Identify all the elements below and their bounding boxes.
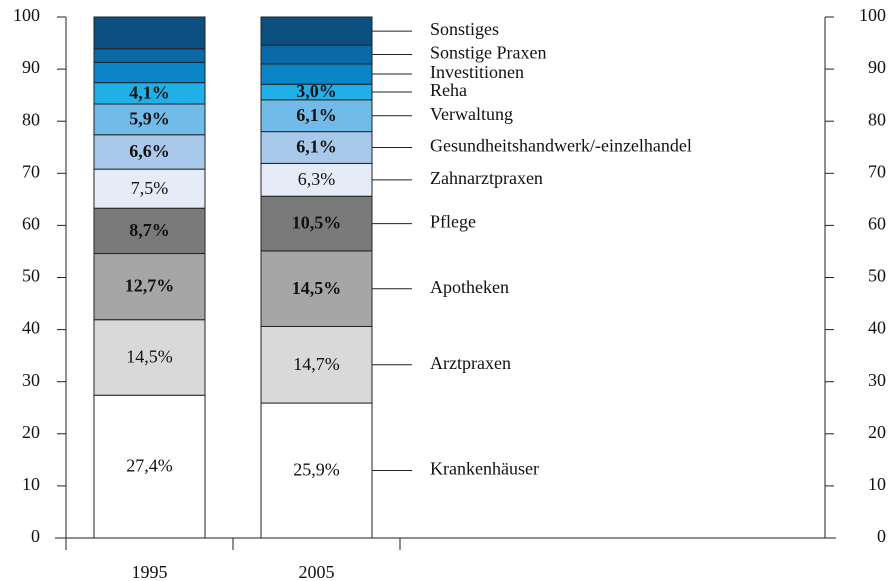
- y-tick-label: 60: [22, 214, 40, 234]
- legend-label: Apotheken: [430, 277, 509, 297]
- y2-tick-label: 0: [877, 526, 886, 546]
- y-tick-label: 90: [22, 57, 40, 77]
- bar-segment: [260, 325, 373, 404]
- y2-tick-label: 20: [868, 422, 886, 442]
- y2-tick-label: 70: [868, 161, 886, 181]
- y-tick-label: 10: [22, 474, 40, 494]
- value-label: 8,7%: [129, 220, 170, 240]
- bar-segment: [260, 250, 373, 327]
- bar-segment: [93, 48, 206, 63]
- bar-segment: [93, 319, 206, 396]
- value-label: 6,3%: [298, 169, 336, 189]
- value-label: 4,1%: [129, 82, 170, 102]
- legend-label: Krankenhäuser: [430, 459, 539, 479]
- y-tick-label: 70: [22, 161, 40, 181]
- y-tick-label: 40: [22, 318, 40, 338]
- y2-tick-label: 80: [868, 109, 886, 129]
- bar-segment: [93, 253, 206, 321]
- legend-label: Pflege: [430, 212, 476, 232]
- value-label: 7,5%: [131, 178, 169, 198]
- value-label: 10,5%: [292, 213, 342, 233]
- y2-tick-label: 30: [868, 370, 886, 390]
- bar-segment: [260, 44, 373, 65]
- legend-label: Verwaltung: [430, 104, 513, 124]
- value-label: 3,0%: [296, 81, 337, 101]
- y-tick-label: 50: [22, 266, 40, 286]
- bar-segment: [260, 63, 373, 85]
- bar-segment: [93, 168, 206, 209]
- x-tick-label: 2005: [299, 562, 335, 581]
- legend-label: Sonstiges: [430, 19, 499, 39]
- bar-segment: [93, 16, 206, 50]
- y-tick-label: 0: [31, 526, 40, 546]
- y-tick-label: 100: [13, 5, 40, 25]
- y2-tick-label: 10: [868, 474, 886, 494]
- bar-segment: [260, 402, 373, 539]
- value-label: 6,6%: [129, 141, 170, 161]
- bar-segment: [260, 162, 373, 197]
- bar-segment: [260, 131, 373, 164]
- value-label: 27,4%: [126, 456, 173, 476]
- legend-label: Sonstige Praxen: [430, 43, 547, 63]
- y2-tick-label: 100: [859, 5, 886, 25]
- value-label: 6,1%: [296, 105, 337, 125]
- y2-tick-label: 60: [868, 214, 886, 234]
- x-tick-label: 1995: [132, 562, 168, 581]
- legend-label: Investitionen: [430, 62, 524, 82]
- legend-label: Reha: [430, 80, 467, 100]
- legend-label: Zahnarztpraxen: [430, 168, 543, 188]
- legend-label: Arztpraxen: [430, 353, 511, 373]
- y-tick-label: 20: [22, 422, 40, 442]
- bar-segment: [260, 16, 373, 46]
- bar-segment: [260, 99, 373, 133]
- value-label: 14,5%: [126, 347, 173, 367]
- value-label: 5,9%: [129, 109, 170, 129]
- y-tick-label: 80: [22, 109, 40, 129]
- y2-tick-label: 50: [868, 266, 886, 286]
- value-label: 12,7%: [125, 276, 175, 296]
- y-tick-label: 30: [22, 370, 40, 390]
- value-label: 25,9%: [293, 460, 340, 480]
- bar-segment: [93, 61, 206, 84]
- value-label: 14,7%: [293, 354, 340, 374]
- legend-label: Gesundheitshandwerk/-einzelhandel: [430, 136, 692, 156]
- y2-tick-label: 90: [868, 57, 886, 77]
- y2-tick-label: 40: [868, 318, 886, 338]
- value-label: 14,5%: [292, 278, 342, 298]
- bar-segment: [93, 134, 206, 170]
- bar-segment: [260, 195, 373, 252]
- bar-segment: [93, 103, 206, 136]
- bar-segment: [93, 394, 206, 539]
- value-label: 6,1%: [296, 137, 337, 157]
